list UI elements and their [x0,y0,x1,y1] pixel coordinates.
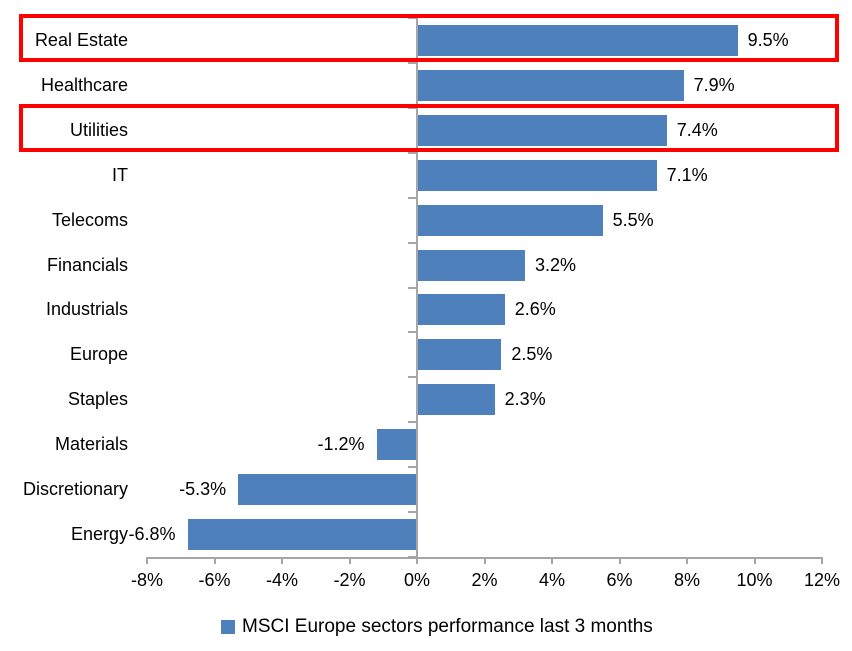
category-label-financials: Financials [46,254,128,275]
highlight-box-real-estate [19,14,839,62]
x-axis-tick [146,557,148,564]
value-label-real-estate: 9.5% [747,29,789,50]
category-label-industrials: Industrials [45,299,128,320]
x-axis-tick [416,557,418,564]
y-axis-tick [408,17,416,19]
y-axis-tick [408,106,416,109]
y-axis-tick [408,421,416,424]
x-tick-label--4-: -4% [265,570,298,590]
category-label-utilities: Utilities [69,119,128,140]
y-axis-line [416,18,418,557]
bar-europe [418,339,502,371]
value-label-discretionary: -5.3% [179,479,227,500]
x-tick-label-6-: 6% [606,570,633,590]
bar-it [418,159,657,191]
x-axis-tick [281,557,283,564]
highlight-box-utilities [19,103,839,152]
y-axis-tick [408,331,416,334]
value-label-europe: 2.5% [511,344,553,365]
x-tick-label-12-: 12% [803,570,841,590]
bar-energy [187,519,416,551]
legend-label: MSCI Europe sectors performance last 3 m… [242,616,653,637]
x-axis-tick [753,557,756,564]
y-axis-tick [408,61,416,64]
bar-healthcare [418,69,684,101]
category-label-energy: Energy [70,524,128,545]
x-tick-label-4-: 4% [538,570,565,590]
bar-telecoms [418,204,603,236]
y-axis-tick [408,286,416,289]
x-tick-label-0-: 0% [403,570,430,590]
category-label-healthcare: Healthcare [40,74,128,95]
y-axis-tick [408,466,416,469]
bar-real-estate [418,24,738,56]
x-axis-tick [348,557,351,564]
value-label-healthcare: 7.9% [693,74,735,95]
category-label-it: IT [112,164,128,185]
value-label-staples: 2.3% [504,389,546,410]
y-axis-tick [408,151,416,154]
x-axis-tick [618,557,621,564]
x-axis-tick [686,557,688,564]
legend-marker-swatch [221,620,235,634]
x-tick-label--2-: -2% [333,570,366,590]
category-label-materials: Materials [54,434,128,455]
value-label-utilities: 7.4% [676,119,718,140]
category-label-real-estate: Real Estate [34,29,128,50]
x-axis-tick [551,557,553,564]
value-label-it: 7.1% [666,164,708,185]
x-tick-label--8-: -8% [130,570,163,590]
value-label-financials: 3.2% [535,254,577,275]
x-tick-label-8-: 8% [673,570,700,590]
y-axis-tick [408,511,416,514]
bar-industrials [418,294,505,326]
category-label-telecoms: Telecoms [51,209,128,230]
category-label-europe: Europe [69,344,128,365]
category-label-staples: Staples [67,389,128,410]
x-axis-tick [821,557,823,564]
bar-materials [376,429,416,461]
x-axis-tick [483,557,486,564]
x-axis-tick [213,557,216,564]
category-label-discretionary: Discretionary [22,479,128,500]
value-label-materials: -1.2% [317,434,365,455]
y-axis-tick [408,241,416,244]
legend: MSCI Europe sectors performance last 3 m… [221,614,653,640]
x-tick-label-10-: 10% [736,570,773,590]
bar-financials [418,249,525,281]
value-label-industrials: 2.6% [514,299,556,320]
value-label-telecoms: 5.5% [612,209,654,230]
bar-staples [418,384,495,416]
bar-utilities [418,114,667,146]
bar-discretionary [238,474,416,506]
y-axis-tick [408,196,416,199]
x-tick-label--6-: -6% [198,570,231,590]
y-axis-tick [408,376,416,379]
x-tick-label-2-: 2% [471,570,498,590]
value-label-energy: -6.8% [128,524,176,545]
